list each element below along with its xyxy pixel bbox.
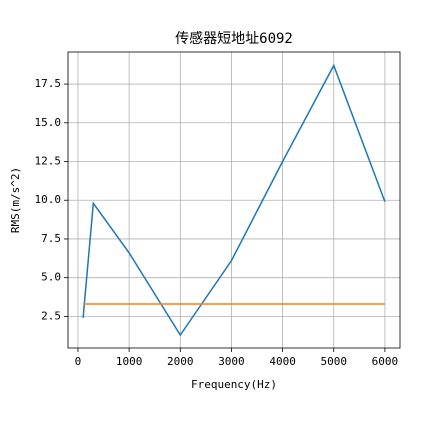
y-tick-label: 5.0 [41,271,61,284]
y-axis-label: RMS(m/s^2) [9,167,22,233]
x-tick-label: 5000 [321,355,348,368]
x-tick-label: 1000 [116,355,143,368]
y-tick-label: 17.5 [35,77,62,90]
y-tick-label: 10.0 [35,193,62,206]
x-tick-label: 2000 [167,355,194,368]
x-tick-label: 6000 [372,355,399,368]
chart-title: 传感器短地址6092 [175,30,293,47]
x-tick-label: 4000 [269,355,296,368]
data-line [82,63,386,337]
x-tick-label: 0 [75,355,82,368]
x-axis-label: Frequency(Hz) [191,378,277,391]
y-tick-label: 7.5 [41,232,61,245]
x-tick-label: 3000 [218,355,245,368]
axes-frame [67,51,401,349]
y-tick-label: 15.0 [35,116,62,129]
y-tick-label: 12.5 [35,155,62,168]
y-tick-label: 2.5 [41,309,61,322]
